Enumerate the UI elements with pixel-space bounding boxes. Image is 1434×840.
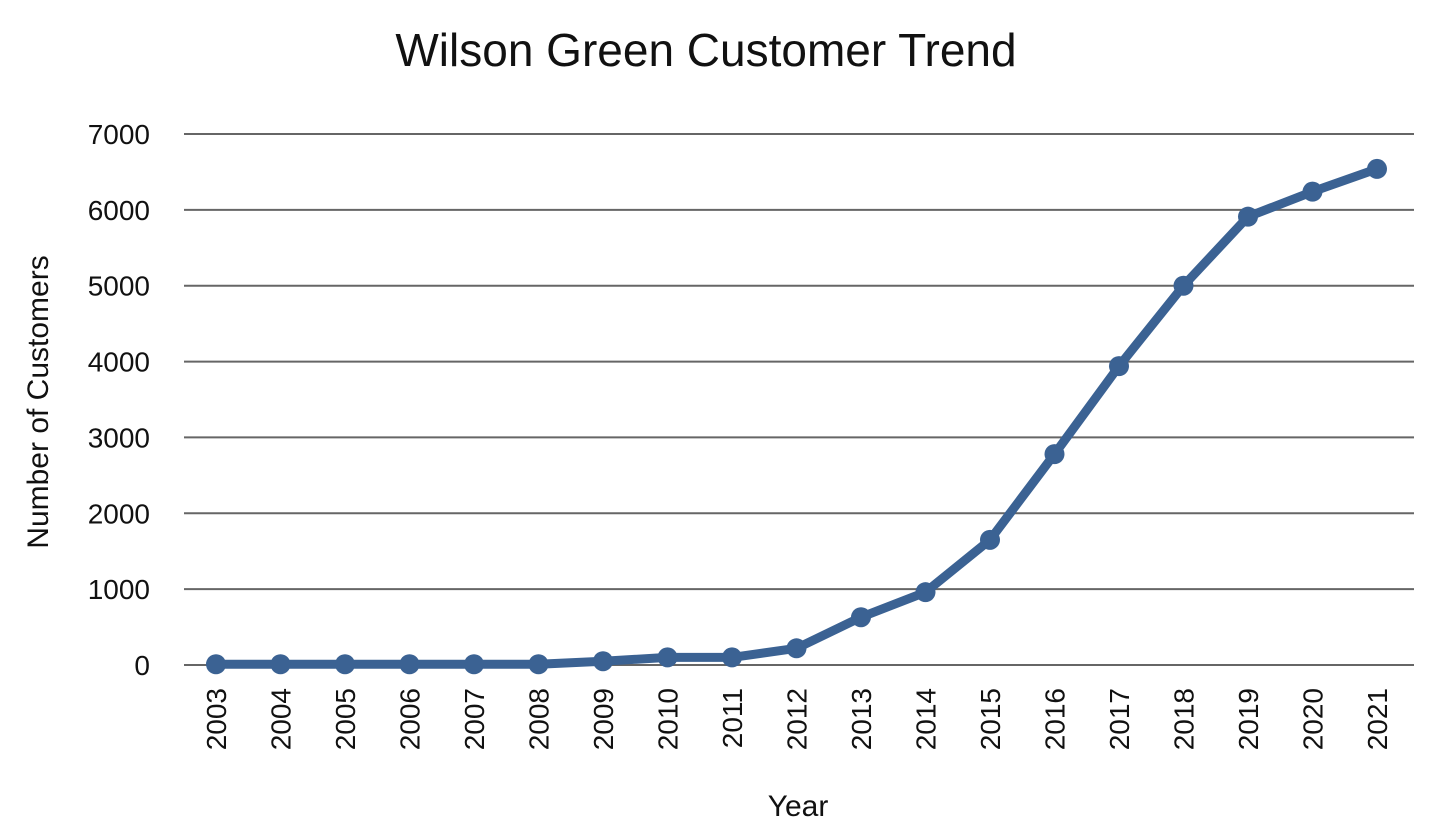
- data-point-2006: [399, 654, 420, 675]
- y-tick-label: 5000: [88, 271, 150, 302]
- x-tick-label: 2014: [911, 688, 942, 750]
- x-tick-label: 2018: [1169, 688, 1200, 750]
- x-tick-label: 2009: [588, 688, 619, 750]
- y-tick-label: 2000: [88, 498, 150, 529]
- x-tick-label: 2019: [1233, 688, 1264, 750]
- data-point-2021: [1367, 158, 1387, 179]
- x-tick-label: 2010: [653, 688, 684, 750]
- x-tick-label: 2007: [459, 688, 490, 750]
- x-tick-label: 2012: [782, 688, 813, 750]
- x-tick-label: 2005: [330, 688, 361, 750]
- x-tick-label: 2008: [524, 688, 555, 750]
- x-tick-label: 2015: [975, 688, 1006, 750]
- chart-title: Wilson Green Customer Trend: [395, 24, 1016, 76]
- y-tick-label: 1000: [88, 574, 150, 605]
- x-axis-label: Year: [768, 790, 829, 823]
- gridlines: [184, 133, 1414, 666]
- series-group: [206, 158, 1387, 675]
- data-point-2008: [528, 654, 549, 675]
- data-point-2018: [1173, 275, 1194, 296]
- y-tick-label: 6000: [88, 195, 150, 226]
- data-point-2005: [335, 654, 355, 675]
- data-point-2013: [851, 607, 871, 628]
- x-tick-label: 2016: [1040, 688, 1071, 750]
- y-tick-label: 3000: [88, 422, 150, 453]
- data-point-2019: [1238, 206, 1258, 227]
- y-tick-label: 4000: [88, 347, 150, 378]
- y-axis-label: Number of Customers: [22, 255, 55, 548]
- x-tick-label: 2017: [1104, 688, 1135, 750]
- x-tick-label: 2006: [395, 688, 426, 750]
- data-point-2014: [915, 582, 936, 603]
- y-axis-ticks: 0 1000 2000 3000 4000 5000 6000 7000: [88, 119, 150, 681]
- data-point-2012: [786, 638, 807, 659]
- data-point-2004: [270, 654, 291, 675]
- data-point-2020: [1302, 181, 1323, 202]
- x-tick-label: 2021: [1362, 688, 1393, 750]
- data-point-2010: [657, 647, 678, 668]
- y-tick-label: 0: [134, 650, 150, 681]
- data-point-2003: [206, 654, 226, 675]
- data-point-2017: [1109, 356, 1129, 377]
- x-tick-label: 2003: [201, 688, 232, 750]
- x-tick-label: 2020: [1298, 688, 1329, 750]
- x-tick-label: 2011: [717, 688, 748, 748]
- data-point-2009: [593, 651, 613, 672]
- data-point-2016: [1044, 444, 1065, 465]
- x-axis-ticks: 2003 2004 2005 2006 2007 2008 2009 2010 2011 2012…: [201, 688, 1393, 750]
- y-tick-label: 7000: [88, 119, 150, 150]
- x-tick-label: 2004: [266, 688, 297, 750]
- x-tick-label: 2013: [846, 688, 877, 750]
- data-point-2007: [464, 654, 484, 675]
- data-point-2015: [980, 529, 1000, 550]
- data-point-2011: [722, 647, 742, 668]
